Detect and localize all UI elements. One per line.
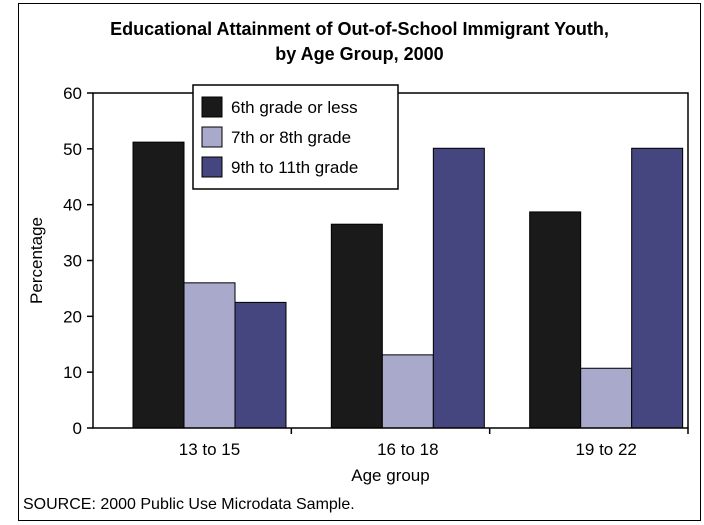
bar-7th-or-8th-grade-16-to-18 [381, 354, 434, 429]
legend-label: 7th or 8th grade [231, 128, 351, 147]
chart-frame [18, 3, 701, 521]
bars-layer [132, 141, 684, 429]
legend-swatch [201, 156, 223, 178]
y-axis-title: Percentage [27, 217, 46, 304]
source-note: SOURCE: 2000 Public Use Microdata Sample… [23, 496, 355, 513]
legend-label: 9th to 11th grade [231, 158, 358, 177]
y-tick-label: 20 [63, 307, 82, 326]
bar-9th-to-11th-grade-19-to-22 [631, 147, 684, 429]
y-axis: 0 10 20 30 40 50 60 [63, 84, 93, 438]
chart-title: Educational Attainment of Out-of-School … [18, 17, 701, 67]
y-tick-label: 10 [63, 363, 82, 382]
bar-7th-or-8th-grade-13-to-15 [183, 282, 236, 429]
x-axis: 13 to 15 16 to 18 19 to 22 [179, 428, 689, 459]
x-axis-title: Age group [351, 466, 429, 485]
bar-6th-grade-or-less-13-to-15 [132, 141, 185, 429]
y-tick-label: 0 [73, 419, 82, 438]
bar-7th-or-8th-grade-19-to-22 [580, 367, 633, 429]
y-tick-label: 30 [63, 252, 82, 271]
bar-9th-to-11th-grade-13-to-15 [234, 301, 287, 429]
y-tick-label: 60 [63, 84, 82, 103]
x-category-label: 19 to 22 [575, 440, 636, 459]
legend-label: 6th grade or less [231, 98, 358, 117]
legend-swatch [201, 96, 223, 118]
chart-title-line-1: Educational Attainment of Out-of-School … [110, 19, 609, 39]
x-category-label: 16 to 18 [377, 440, 438, 459]
legend-swatch [201, 126, 223, 148]
y-tick-label: 40 [63, 196, 82, 215]
y-tick-label: 50 [63, 140, 82, 159]
chart-title-line-2: by Age Group, 2000 [275, 44, 444, 64]
x-category-label: 13 to 15 [179, 440, 240, 459]
bar-6th-grade-or-less-19-to-22 [529, 211, 582, 429]
legend-box [192, 84, 399, 190]
bar-9th-to-11th-grade-16-to-18 [432, 147, 485, 429]
bar-6th-grade-or-less-16-to-18 [330, 223, 383, 429]
legend: 6th grade or less 7th or 8th grade 9th to … [192, 84, 399, 190]
